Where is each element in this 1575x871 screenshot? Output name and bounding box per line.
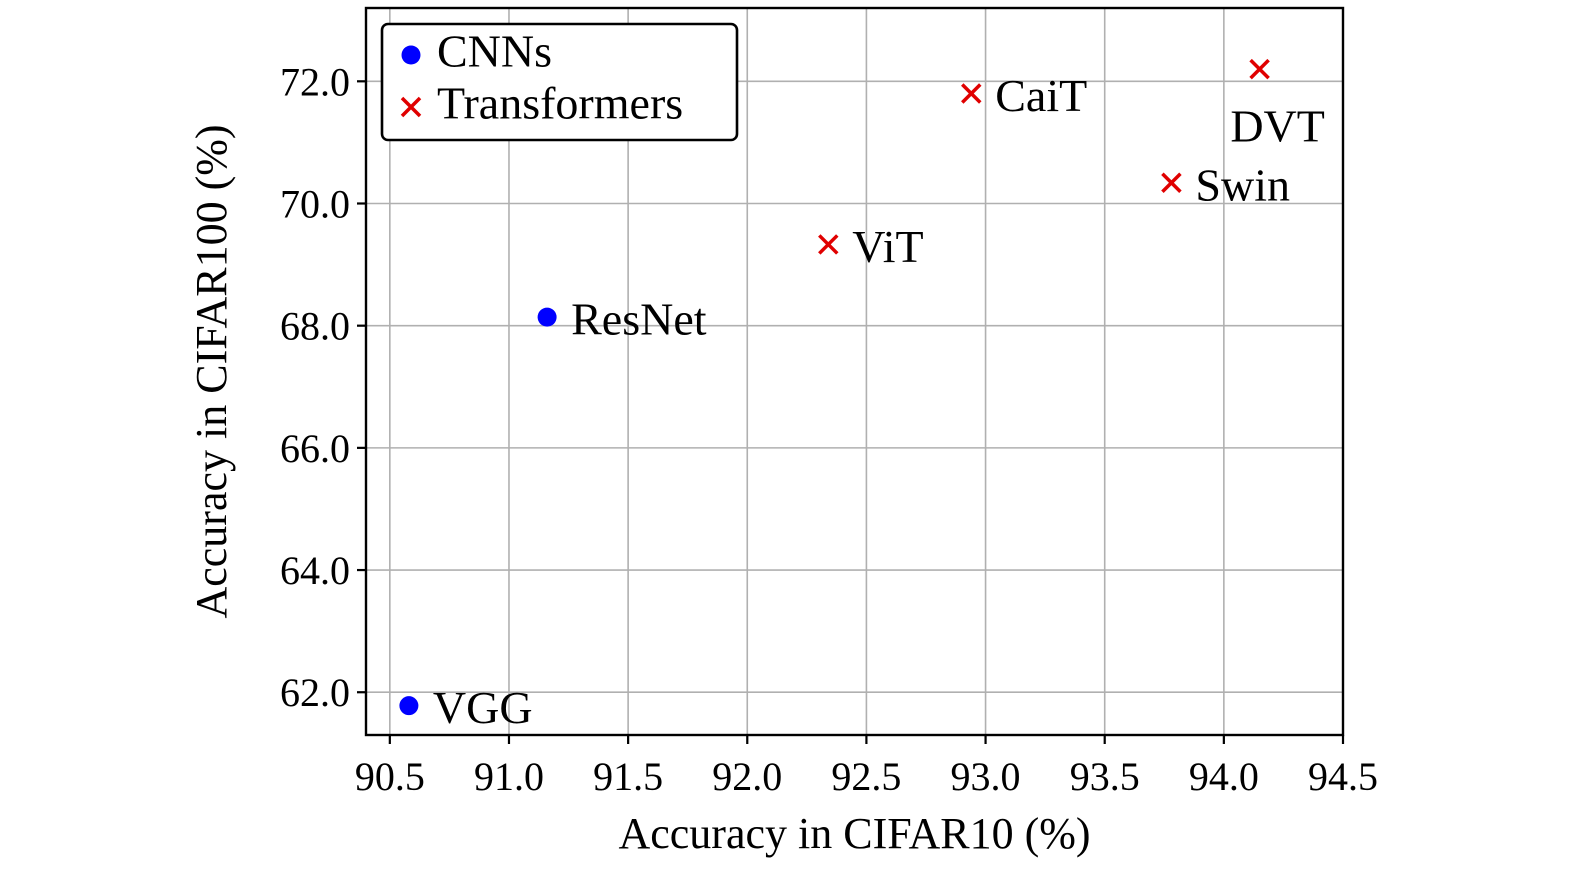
axis-ticks: 90.5 91.0 91.5 92.0 92.5 93.0 93.5 94.0 94.5 62.0… xyxy=(280,59,1378,799)
x-tick-label: 92.0 xyxy=(712,754,782,799)
legend-transformers-label: Transformers xyxy=(437,78,683,129)
y-tick-label: 70.0 xyxy=(280,181,350,226)
y-tick-label: 68.0 xyxy=(280,304,350,349)
point-cait-marker xyxy=(961,83,982,104)
x-tick-label: 93.5 xyxy=(1070,754,1140,799)
legend-box xyxy=(380,22,739,142)
y-tick-label: 64.0 xyxy=(280,548,350,593)
x-tick-label: 94.0 xyxy=(1189,754,1259,799)
point-vit-label: ViT xyxy=(852,221,923,272)
point-resnet-label: ResNet xyxy=(571,294,707,345)
point-dvt-marker xyxy=(1249,58,1270,80)
y-axis-label: Accuracy in CIFAR100 (%) xyxy=(187,124,236,618)
x-axis-label: Accuracy in CIFAR10 (%) xyxy=(618,809,1090,858)
data-points: VGG ResNet ViT CaiT Swin DVT xyxy=(399,58,1325,733)
y-tick-label: 66.0 xyxy=(280,426,350,471)
point-vgg-marker xyxy=(399,696,419,716)
point-vit-marker xyxy=(818,234,839,255)
x-tick-label: 93.0 xyxy=(951,754,1021,799)
legend-transformers-marker xyxy=(400,96,422,118)
x-tick-label: 91.0 xyxy=(474,754,544,799)
plot-frame xyxy=(364,6,1345,737)
point-swin-label: Swin xyxy=(1195,159,1290,210)
y-tick-label: 62.0 xyxy=(280,670,350,715)
x-tick-label: 92.5 xyxy=(831,754,901,799)
grid-lines xyxy=(366,8,1344,735)
x-tick-label: 91.5 xyxy=(593,754,663,799)
point-resnet-marker xyxy=(537,307,557,327)
point-vgg-label: VGG xyxy=(433,682,533,733)
y-tick-label: 72.0 xyxy=(280,59,350,104)
x-tick-label: 90.5 xyxy=(355,754,425,799)
legend-cnns-label: CNNs xyxy=(437,26,552,77)
legend-cnns-marker xyxy=(401,45,421,65)
point-cait-label: CaiT xyxy=(995,70,1087,121)
x-tick-label: 94.5 xyxy=(1308,754,1378,799)
point-dvt-label: DVT xyxy=(1230,101,1325,152)
point-swin-marker xyxy=(1161,172,1182,193)
